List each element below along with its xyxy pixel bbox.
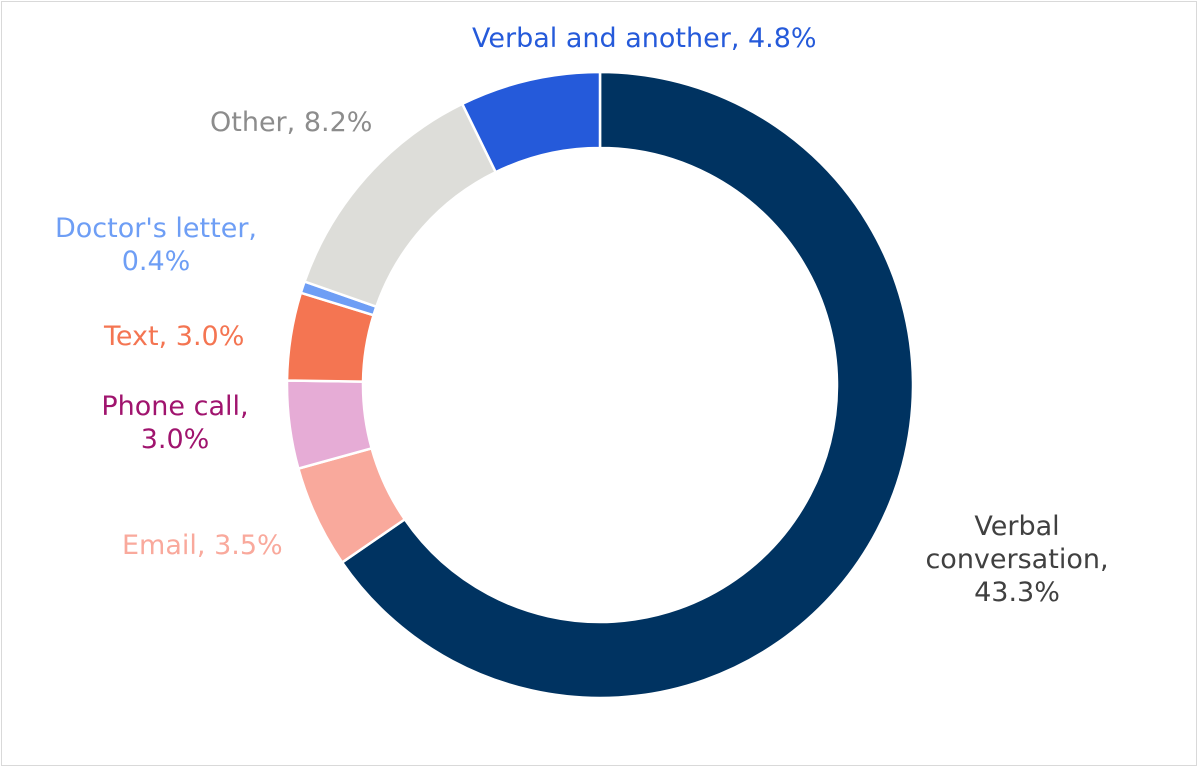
label-line: Phone call, (101, 391, 249, 422)
slice-verbal-conversation (340, 70, 915, 700)
label-line: conversation, (925, 544, 1109, 575)
label-doctors-letter: Doctor's letter, 0.4% (40, 212, 272, 278)
label-text: Text, 3.0% (104, 321, 245, 352)
label-email: Email, 3.5% (122, 530, 283, 561)
slice-verbal-and-another (460, 70, 602, 174)
label-verbal-and-another: Verbal and another, 4.8% (472, 23, 817, 54)
label-line: 0.4% (121, 246, 191, 277)
label-line: Verbal (974, 511, 1060, 542)
label-line: Doctor's letter, (54, 213, 257, 244)
label-line: 3.0% (140, 424, 210, 455)
label-phone-call: Phone call, 3.0% (80, 390, 270, 456)
label-line: 43.3% (974, 577, 1060, 608)
label-other: Other, 8.2% (210, 107, 373, 138)
label-verbal-conversation: Verbal conversation, 43.3% (912, 510, 1122, 609)
